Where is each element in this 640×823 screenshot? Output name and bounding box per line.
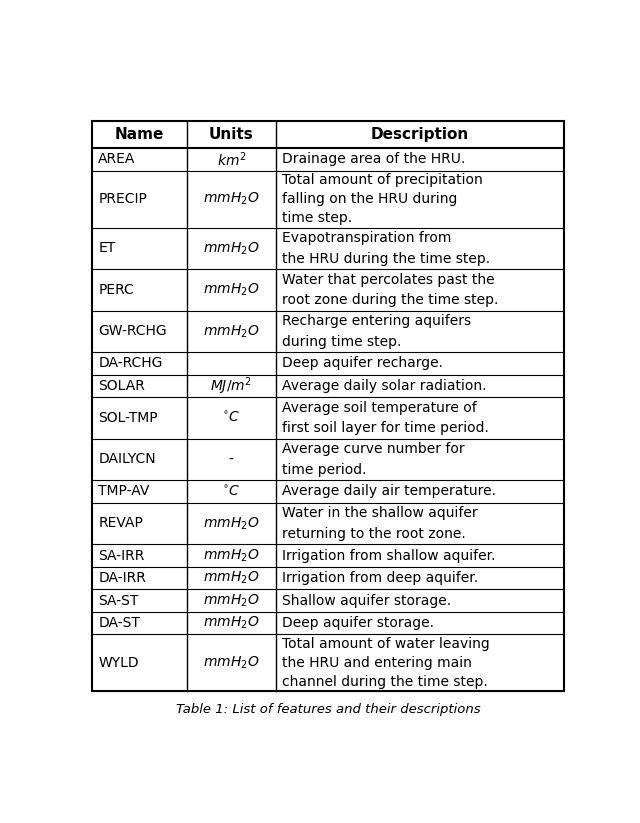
Text: Average curve number for: Average curve number for — [282, 442, 465, 456]
Text: SOL-TMP: SOL-TMP — [99, 411, 158, 425]
Text: Water in the shallow aquifer: Water in the shallow aquifer — [282, 506, 477, 520]
Text: the HRU and entering main: the HRU and entering main — [282, 656, 472, 670]
Text: ET: ET — [99, 241, 116, 255]
Text: DA-RCHG: DA-RCHG — [99, 356, 163, 370]
Text: DAILYCN: DAILYCN — [99, 453, 156, 467]
Text: Table 1: List of features and their descriptions: Table 1: List of features and their desc… — [176, 703, 480, 716]
Text: $MJ/m^2$: $MJ/m^2$ — [210, 375, 252, 397]
Text: falling on the HRU during: falling on the HRU during — [282, 193, 457, 207]
Text: $^{\circ}$C: $^{\circ}$C — [222, 484, 241, 499]
Text: TMP-AV: TMP-AV — [99, 485, 150, 499]
Text: Total amount of precipitation: Total amount of precipitation — [282, 173, 483, 187]
Text: PERC: PERC — [99, 283, 134, 297]
Text: GW-RCHG: GW-RCHG — [99, 324, 167, 338]
Text: Total amount of water leaving: Total amount of water leaving — [282, 637, 490, 651]
Text: mm$H_2O$: mm$H_2O$ — [203, 615, 259, 631]
Text: SA-IRR: SA-IRR — [99, 548, 145, 562]
Text: mm$H_2O$: mm$H_2O$ — [203, 654, 259, 671]
Text: mm$H_2O$: mm$H_2O$ — [203, 323, 259, 340]
Text: the HRU during the time step.: the HRU during the time step. — [282, 252, 490, 266]
Text: mm$H_2O$: mm$H_2O$ — [203, 570, 259, 586]
Text: SOLAR: SOLAR — [99, 379, 145, 393]
Text: Shallow aquifer storage.: Shallow aquifer storage. — [282, 593, 451, 607]
Text: DA-ST: DA-ST — [99, 616, 140, 630]
Text: during time step.: during time step. — [282, 335, 401, 349]
Text: SA-ST: SA-ST — [99, 593, 139, 607]
Text: Irrigation from deep aquifer.: Irrigation from deep aquifer. — [282, 571, 478, 585]
Text: Average soil temperature of: Average soil temperature of — [282, 401, 477, 415]
Text: channel during the time step.: channel during the time step. — [282, 675, 488, 689]
Text: Irrigation from shallow aquifer.: Irrigation from shallow aquifer. — [282, 548, 495, 562]
Text: first soil layer for time period.: first soil layer for time period. — [282, 421, 489, 435]
Text: mm$H_2O$: mm$H_2O$ — [203, 240, 259, 257]
Text: $km^2$: $km^2$ — [216, 150, 246, 169]
Text: PRECIP: PRECIP — [99, 193, 147, 207]
Text: mm$H_2O$: mm$H_2O$ — [203, 593, 259, 609]
Text: time step.: time step. — [282, 212, 352, 226]
Text: Description: Description — [371, 127, 469, 142]
Text: $^{\circ}$C: $^{\circ}$C — [222, 411, 241, 425]
Text: AREA: AREA — [99, 152, 136, 166]
Text: time period.: time period. — [282, 463, 366, 477]
Text: Units: Units — [209, 127, 253, 142]
Text: Recharge entering aquifers: Recharge entering aquifers — [282, 314, 471, 328]
Text: mm$H_2O$: mm$H_2O$ — [203, 515, 259, 532]
Text: Average daily solar radiation.: Average daily solar radiation. — [282, 379, 486, 393]
Text: mm$H_2O$: mm$H_2O$ — [203, 281, 259, 298]
Text: returning to the root zone.: returning to the root zone. — [282, 527, 466, 541]
Text: -: - — [229, 453, 234, 467]
Text: Water that percolates past the: Water that percolates past the — [282, 272, 495, 286]
Text: Average daily air temperature.: Average daily air temperature. — [282, 485, 496, 499]
Text: Deep aquifer recharge.: Deep aquifer recharge. — [282, 356, 443, 370]
Text: Drainage area of the HRU.: Drainage area of the HRU. — [282, 152, 465, 166]
Text: DA-IRR: DA-IRR — [99, 571, 146, 585]
Text: root zone during the time step.: root zone during the time step. — [282, 293, 499, 307]
Text: Name: Name — [115, 127, 164, 142]
Text: mm$H_2O$: mm$H_2O$ — [203, 547, 259, 564]
Text: WYLD: WYLD — [99, 656, 139, 670]
Text: REVAP: REVAP — [99, 517, 143, 531]
Text: Deep aquifer storage.: Deep aquifer storage. — [282, 616, 434, 630]
Text: mm$H_2O$: mm$H_2O$ — [203, 191, 259, 207]
Text: Evapotranspiration from: Evapotranspiration from — [282, 231, 451, 245]
